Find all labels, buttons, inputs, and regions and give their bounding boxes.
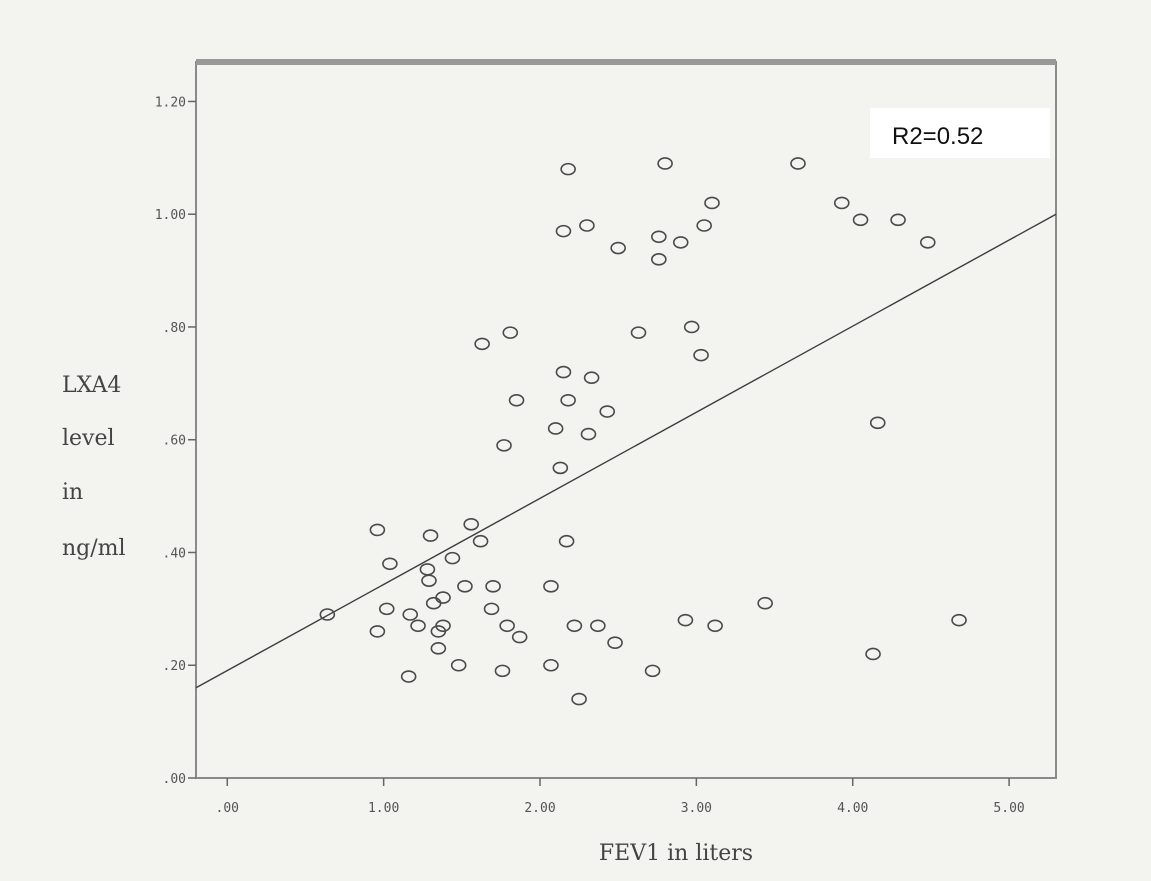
data-point [474,337,490,351]
data-point [319,608,336,621]
data-point [378,602,395,616]
x-tick-label: 4.00 [837,801,868,816]
data-point [555,365,572,379]
data-point [499,619,515,633]
data-point [590,619,606,633]
data-point [571,692,587,706]
data-point [865,647,881,661]
data-point [919,236,936,249]
data-point [607,636,623,649]
data-point [547,422,564,435]
data-point [430,625,447,638]
x-tick-label: 3.00 [681,801,712,816]
data-point [790,157,806,170]
data-point [833,196,850,210]
data-point [425,596,442,610]
y-axis-title-line-4: ng/ml [62,536,126,561]
data-point [558,534,575,548]
y-axis-title-line-2: level [62,426,115,451]
y-tick-label: .80 [163,321,186,336]
data-point [580,427,597,441]
y-tick-label: 1.20 [155,95,186,110]
data-point [651,253,667,266]
data-point [651,230,667,244]
y-axis-title-line-1: LXA4 [62,373,121,398]
x-tick-label: 1.00 [368,801,399,816]
data-point [552,461,569,475]
data-point [566,619,583,633]
data-point [704,196,720,210]
data-point [683,320,700,334]
data-point [369,625,386,638]
data-point [644,664,661,678]
data-point [483,602,500,616]
data-point [583,371,600,385]
data-point [485,580,501,593]
r2-annotation: R2=0.52 [892,123,983,150]
data-point [560,393,576,407]
fit-line-layer [195,213,1057,689]
x-tick-label: 2.00 [524,801,555,816]
y-tick-label: .40 [163,546,186,561]
data-point [435,591,451,604]
data-point [422,529,439,542]
data-points [319,157,967,706]
data-point [450,658,467,672]
x-tick-label: 5.00 [993,801,1024,816]
data-point [369,523,386,537]
plot-area [195,59,1057,779]
data-point [677,613,694,627]
y-tick-label: 1.00 [155,208,186,223]
data-point [890,213,906,227]
data-point [672,236,689,249]
data-point [463,517,480,531]
data-point [444,551,461,565]
annotation-box [870,108,1050,158]
data-point [951,613,967,627]
data-point [693,348,709,362]
data-point [472,534,489,548]
data-point [410,619,426,633]
data-point [543,658,559,672]
y-tick-label: .60 [163,434,186,449]
x-tick-label: .00 [216,801,239,816]
data-point [757,596,773,610]
regression-line [195,213,1057,689]
data-point [696,219,712,232]
plot-frame [195,61,1057,779]
data-point [560,162,576,176]
data-point [430,642,447,655]
data-point [457,580,473,593]
data-point [555,224,572,238]
y-tick-label: .20 [163,659,186,674]
data-point [579,219,595,232]
data-point [852,213,869,227]
x-axis-title: FEV1 in liters [599,841,753,866]
data-point [630,326,647,339]
data-point [869,416,886,430]
y-tick-label: .00 [163,772,186,787]
data-point [657,157,673,170]
y-axis-title-line-3: in [62,480,83,505]
data-point [494,664,511,678]
data-point [402,608,419,621]
data-point [400,670,417,683]
data-point [707,619,723,633]
data-point [502,326,519,339]
data-point [421,574,437,587]
data-point [599,405,616,418]
axis-ticks: .00 1.00 2.00 3.00 4.00 5.00 .00 .20 .40 .60 .80 1.… [155,95,1025,816]
data-point [382,557,398,571]
data-point [508,393,525,407]
data-point [496,439,512,452]
data-point [610,241,626,255]
data-point [511,630,528,644]
data-point [543,580,559,593]
data-point [419,563,436,576]
